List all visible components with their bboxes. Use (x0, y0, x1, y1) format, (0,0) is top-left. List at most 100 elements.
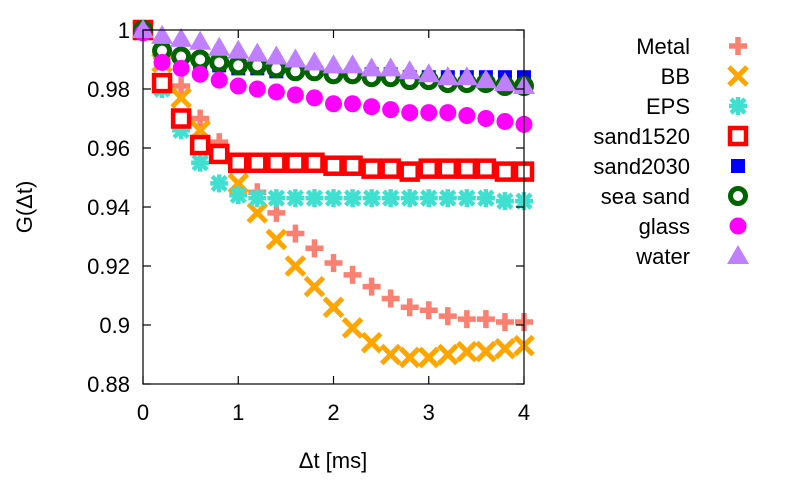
legend-label-bb: BB (661, 64, 690, 89)
legend-marker-glass (729, 217, 747, 235)
point-glass-12 (363, 98, 381, 116)
point-glass-15 (420, 104, 438, 122)
point-bb-14 (398, 346, 421, 369)
point-glass-19 (496, 112, 514, 130)
point-eps-4 (210, 174, 229, 193)
legend-marker-bb (727, 65, 749, 87)
point-metal-8 (286, 224, 305, 243)
point-glass-4 (210, 71, 228, 89)
point-eps-12 (362, 189, 381, 208)
point-bb-15 (417, 346, 440, 369)
point-water-3 (189, 30, 212, 50)
legend-label-eps: EPS (646, 94, 690, 119)
point-water-19 (493, 72, 516, 92)
point-metal-3 (191, 109, 210, 128)
point-bb-12 (360, 331, 383, 354)
point-metal-2 (172, 77, 191, 96)
point-metal-9 (305, 239, 324, 258)
point-sand1520-6 (247, 152, 268, 173)
point-bb-19 (494, 337, 516, 360)
legend-label-sand2030: sand2030 (593, 154, 690, 179)
point-eps-6 (248, 189, 267, 208)
point-metal-15 (419, 301, 438, 320)
point-bb-6 (246, 202, 269, 224)
y-tick-label-0: 0.88 (87, 372, 130, 397)
point-eps-5 (229, 186, 248, 205)
point-eps-16 (438, 189, 457, 208)
series-eps (134, 21, 533, 211)
point-bb-11 (341, 317, 364, 339)
point-metal-10 (324, 254, 343, 273)
x-tick-label-2: 2 (327, 400, 339, 425)
point-metal-16 (438, 307, 457, 326)
point-eps-19 (495, 192, 514, 211)
point-sand1520-8 (285, 152, 306, 173)
legend-marker-eps (729, 97, 747, 115)
point-sea-sand-3 (190, 49, 211, 70)
y-axis-label: G(Δt) (12, 181, 37, 234)
point-glass-17 (458, 107, 476, 125)
point-water-17 (455, 66, 478, 86)
point-bb-17 (456, 340, 478, 363)
point-water-18 (474, 69, 497, 89)
point-sea-sand-5 (228, 55, 249, 76)
point-glass-8 (286, 86, 304, 104)
point-glass-3 (191, 65, 209, 83)
y-tick-label-1: 0.9 (99, 313, 130, 338)
y-tick-label-5: 0.98 (87, 77, 130, 102)
point-eps-17 (457, 189, 476, 208)
point-eps-7 (267, 189, 286, 208)
point-water-7 (265, 45, 288, 65)
point-water-1 (151, 24, 174, 44)
point-metal-17 (457, 310, 476, 329)
point-metal-11 (343, 265, 362, 284)
point-water-0 (132, 19, 154, 38)
x-tick-label-4: 4 (518, 400, 530, 425)
point-bb-16 (437, 343, 459, 366)
point-eps-8 (286, 189, 305, 208)
point-water-14 (398, 60, 421, 80)
point-sand1520-19 (494, 161, 516, 182)
point-eps-18 (476, 189, 495, 208)
point-eps-3 (191, 153, 210, 172)
point-glass-5 (229, 77, 247, 95)
y-tick-label-2: 0.92 (87, 254, 130, 279)
point-bb-2 (170, 87, 192, 109)
legend-marker-sand1520 (727, 125, 749, 147)
point-bb-10 (322, 296, 345, 319)
point-bb-18 (475, 340, 497, 363)
point-sand1520-16 (437, 158, 459, 179)
point-sand1520-7 (266, 152, 287, 173)
legend-marker-sand2030 (731, 159, 745, 173)
point-bb-13 (379, 343, 402, 366)
point-sand1520-5 (228, 152, 249, 173)
point-metal-12 (362, 277, 381, 296)
legend: Metal BB EPS sand1520 sand2030 sea sand glass w… (593, 34, 749, 269)
point-sand1520-3 (189, 134, 211, 156)
point-water-4 (208, 36, 231, 56)
point-sand1520-17 (456, 158, 478, 179)
x-tick-label-3: 3 (423, 400, 435, 425)
point-sand1520-11 (342, 155, 363, 176)
series-water (132, 19, 535, 95)
point-bb-9 (303, 275, 326, 298)
legend-label-water: water (635, 244, 690, 269)
point-eps-15 (419, 189, 438, 208)
point-metal-14 (400, 298, 419, 317)
point-sand1520-15 (418, 158, 439, 179)
point-bb-8 (284, 255, 307, 277)
point-sea-sand-4 (209, 52, 230, 73)
legend-label-metal: Metal (636, 34, 690, 59)
point-eps-13 (381, 189, 400, 208)
point-sand1520-14 (399, 161, 420, 182)
point-eps-14 (400, 189, 419, 208)
point-sand1520-9 (304, 152, 325, 173)
legend-label-glass: glass (639, 214, 690, 239)
point-eps-9 (305, 189, 324, 208)
point-water-2 (170, 27, 193, 47)
point-water-16 (436, 66, 459, 86)
point-glass-2 (172, 59, 190, 77)
point-glass-11 (344, 95, 362, 113)
point-sand1520-18 (475, 158, 497, 179)
point-water-5 (227, 39, 250, 59)
